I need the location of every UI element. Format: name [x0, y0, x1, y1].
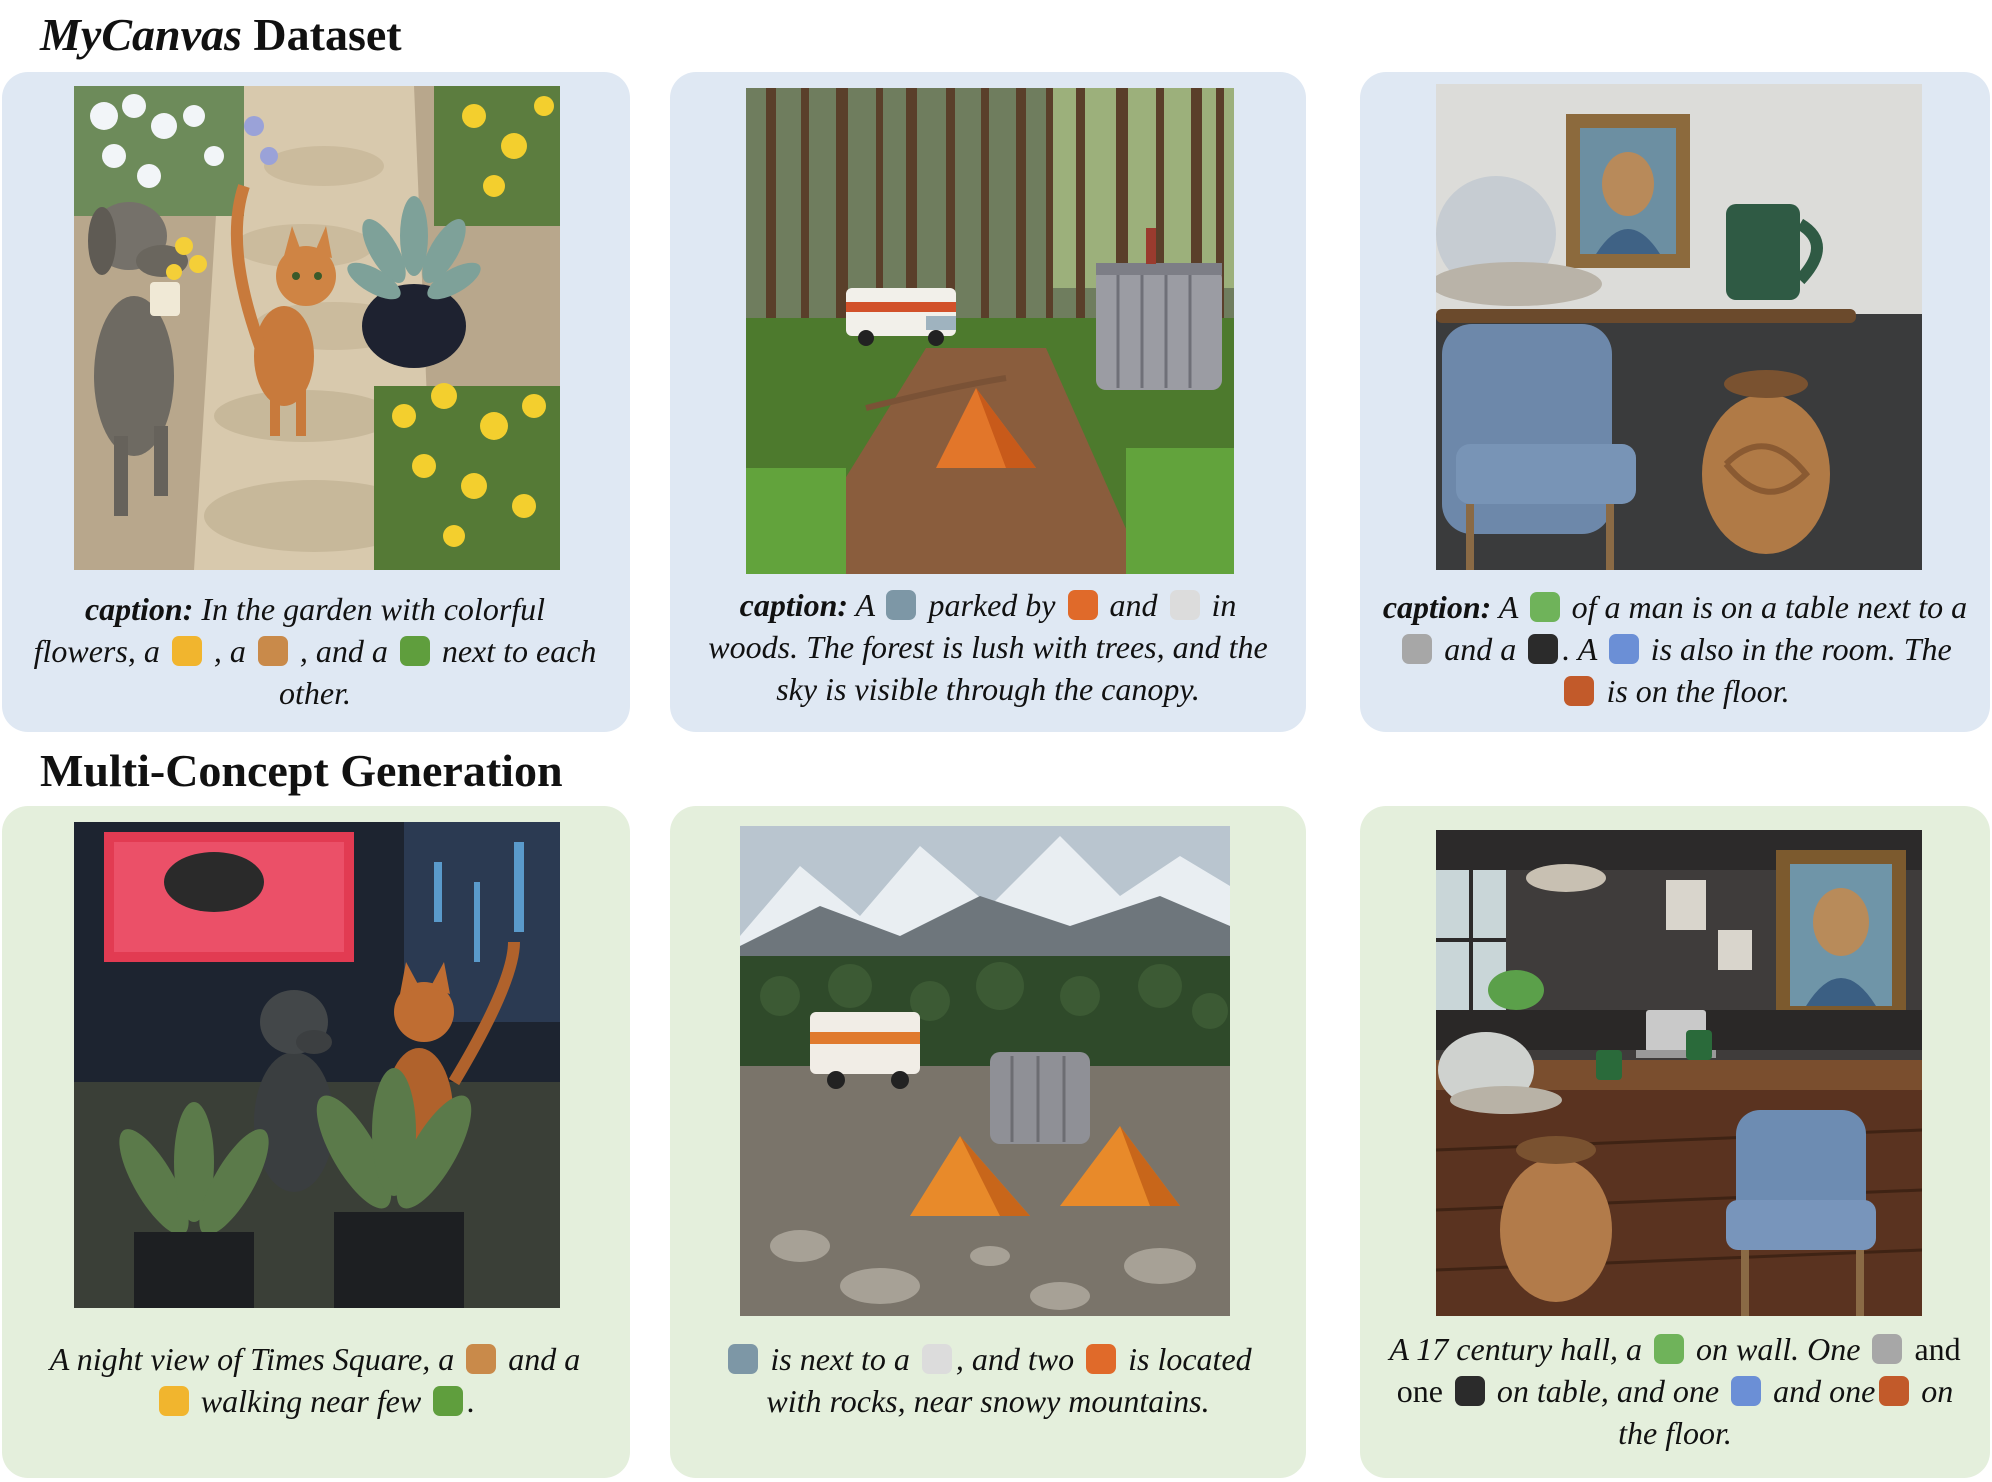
caption-lead: caption:	[739, 587, 849, 623]
times-square-photo	[74, 822, 560, 1308]
dataset-caption-garden: caption: In the garden with colorful flo…	[33, 591, 597, 711]
cat-icon	[158, 1386, 189, 1416]
generation-caption-mountains: is next to a , and two is located with r…	[700, 1338, 1276, 1422]
hat-icon	[1454, 1376, 1485, 1406]
mug-icon	[1872, 1334, 1903, 1364]
hall-photo	[1436, 830, 1922, 1316]
mountains-photo	[740, 826, 1230, 1316]
rv-icon	[886, 590, 917, 620]
generation-section-title: Multi-Concept Generation	[40, 745, 563, 796]
painting-icon	[1529, 592, 1560, 622]
generation-caption-times-square: A night view of Times Square, a and a wa…	[49, 1341, 581, 1419]
toilet-icon	[921, 1344, 952, 1374]
dataset-caption-room: caption: A of a man is on a table next t…	[1382, 589, 1968, 709]
potted-plant-icon	[399, 636, 430, 666]
toilet-icon	[1169, 590, 1200, 620]
painting-icon	[1654, 1334, 1685, 1364]
dog-icon	[257, 636, 288, 666]
garden-photo	[74, 86, 560, 570]
vase-icon	[1564, 676, 1595, 706]
caption-lead: caption:	[1382, 589, 1492, 625]
tent-icon	[1067, 590, 1098, 620]
dataset-title-suffix: Dataset	[241, 9, 402, 60]
rv-icon	[728, 1344, 759, 1374]
dataset-caption-forest: caption: A parked by and in woods. The f…	[708, 587, 1268, 707]
caption-lead: caption:	[84, 591, 194, 627]
forest-photo	[746, 88, 1234, 574]
dataset-title-name: MyCanvas	[40, 9, 242, 60]
caption-upright-text: and one	[1396, 1331, 1961, 1409]
potted-plant-icon	[433, 1386, 464, 1416]
tent-icon	[1086, 1344, 1117, 1374]
chair-icon	[1731, 1376, 1762, 1406]
generation-caption-hall: A 17 century hall, a on wall. One and on…	[1389, 1331, 1961, 1451]
room-photo	[1436, 84, 1922, 570]
chair-icon	[1608, 634, 1639, 664]
vase-icon	[1879, 1376, 1910, 1406]
hat-icon	[1528, 634, 1559, 664]
cat-icon	[171, 636, 202, 666]
dataset-section-title: MyCanvas Dataset	[40, 12, 402, 58]
dog-icon	[466, 1344, 497, 1374]
mug-icon	[1402, 634, 1433, 664]
